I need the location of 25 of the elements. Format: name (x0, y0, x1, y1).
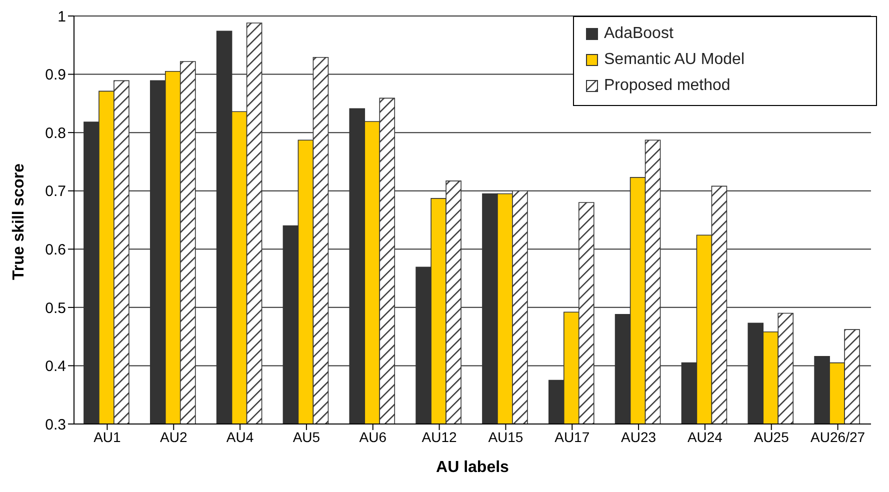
x-tick-label: AU6 (359, 428, 387, 445)
x-axis-title: AU labels (436, 459, 510, 476)
x-tick-label: AU23 (621, 428, 656, 445)
y-tick-label: 0.4 (45, 358, 66, 376)
x-tick-label: AU12 (422, 428, 458, 445)
x-tick-label: AU2 (160, 428, 188, 445)
y-tick-label: 0.8 (45, 124, 66, 142)
x-tick-label: AU5 (292, 428, 320, 445)
x-tick-label: AU26/27 (810, 428, 866, 445)
y-tick-label: 0.5 (45, 300, 66, 317)
y-tick-label: 0.7 (45, 183, 66, 200)
x-tick-label: AU15 (488, 428, 524, 445)
y-tick-label: 0.3 (45, 416, 66, 434)
legend-label: Proposed method (604, 76, 730, 96)
x-tick-label: AU17 (554, 428, 590, 445)
x-tick-label: AU25 (754, 428, 790, 445)
y-tick-label: 1 (58, 8, 66, 26)
legend-label: Semantic AU Model (604, 50, 745, 70)
legend-label: AdaBoost (604, 24, 674, 44)
y-axis-title: True skill score (10, 163, 28, 280)
x-tick-label: AU1 (94, 428, 122, 445)
x-tick-label: AU4 (226, 428, 254, 445)
x-tick-label: AU24 (687, 428, 723, 445)
y-tick-label: 0.9 (45, 66, 66, 84)
y-tick-label: 0.6 (45, 241, 66, 258)
